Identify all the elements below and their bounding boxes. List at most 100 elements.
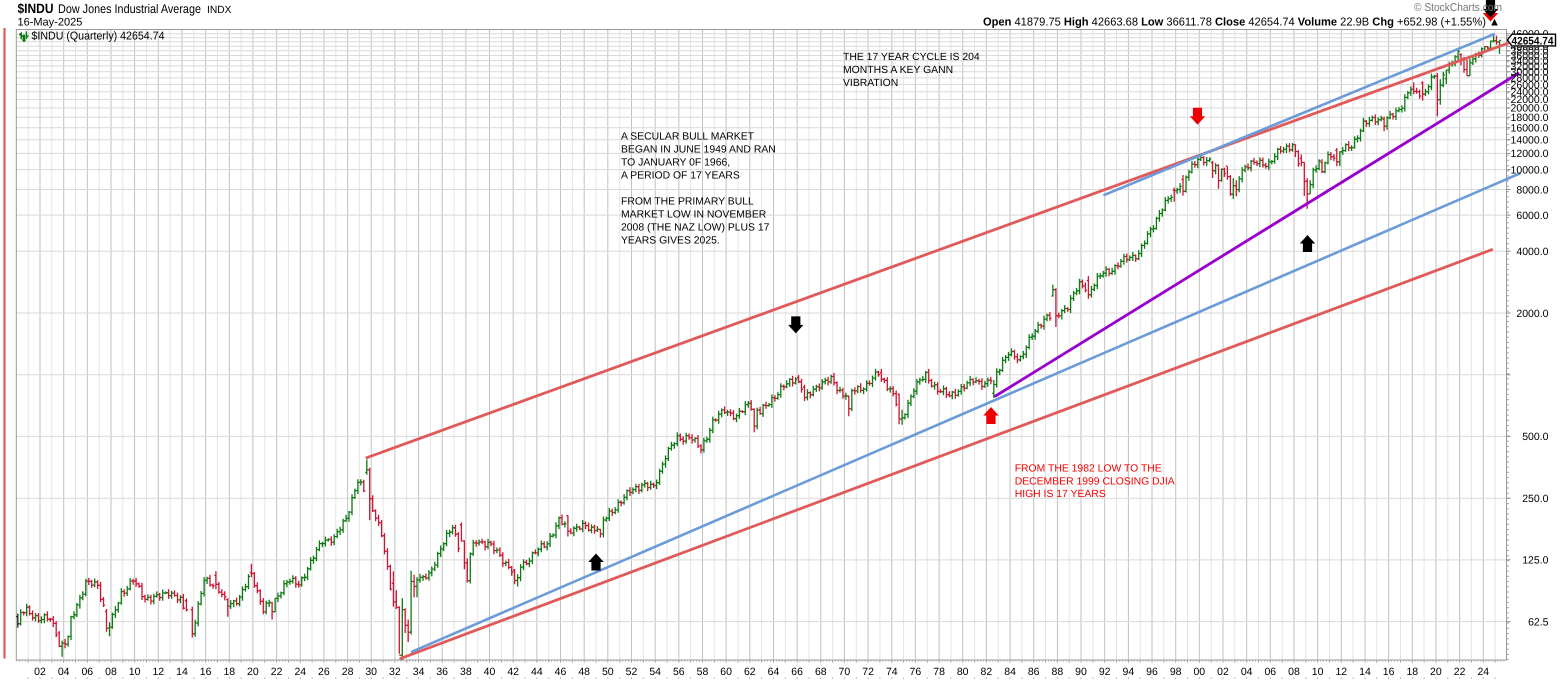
svg-text:$INDU: $INDU (18, 1, 54, 16)
svg-text:14: 14 (176, 666, 188, 678)
svg-text:16000.0: 16000.0 (1511, 123, 1549, 135)
svg-text:08: 08 (105, 666, 117, 678)
svg-text:44: 44 (531, 666, 543, 678)
svg-text:24000.0: 24000.0 (1511, 87, 1549, 99)
svg-text:32000.0: 32000.0 (1511, 61, 1549, 73)
svg-text:86: 86 (1028, 666, 1040, 678)
svg-text:20: 20 (247, 666, 259, 678)
svg-text:28: 28 (342, 666, 354, 678)
svg-text:125.0: 125.0 (1522, 555, 1548, 567)
svg-text:A PERIOD OF 17 YEARS: A PERIOD OF 17 YEARS (621, 170, 740, 181)
svg-text:24: 24 (1477, 666, 1489, 678)
svg-text:A SECULAR BULL MARKET: A SECULAR BULL MARKET (621, 131, 755, 142)
svg-text:60: 60 (720, 666, 732, 678)
svg-text:36000.0: 36000.0 (1511, 50, 1549, 62)
svg-text:34: 34 (413, 666, 425, 678)
svg-text:54: 54 (649, 666, 661, 678)
svg-text:98: 98 (1170, 666, 1182, 678)
svg-text:VIBRATION: VIBRATION (843, 78, 898, 89)
svg-text:YEARS GIVES 2025.: YEARS GIVES 2025. (621, 236, 720, 247)
svg-text:24: 24 (294, 666, 306, 678)
svg-text:TO JANUARY 0F 1966,: TO JANUARY 0F 1966, (621, 157, 730, 168)
svg-text:84: 84 (1004, 666, 1016, 678)
svg-text:38: 38 (460, 666, 472, 678)
svg-text:MARKET LOW IN NOVEMBER: MARKET LOW IN NOVEMBER (621, 210, 767, 221)
svg-text:500.0: 500.0 (1522, 431, 1548, 443)
svg-text:THE 17 YEAR CYCLE IS 204: THE 17 YEAR CYCLE IS 204 (843, 52, 980, 63)
svg-text:16-May-2025: 16-May-2025 (18, 17, 83, 29)
svg-text:32: 32 (389, 666, 401, 678)
svg-text:BEGAN IN JUNE 1949 AND RAN: BEGAN IN JUNE 1949 AND RAN (621, 144, 776, 155)
svg-text:76: 76 (910, 666, 922, 678)
svg-text:18000.0: 18000.0 (1511, 112, 1549, 124)
svg-text:80: 80 (957, 666, 969, 678)
svg-text:22: 22 (1454, 666, 1466, 678)
svg-text:82: 82 (981, 666, 993, 678)
svg-text:Dow Jones Industrial Average: Dow Jones Industrial Average (58, 2, 201, 16)
svg-text:70: 70 (839, 666, 851, 678)
svg-text:04: 04 (1241, 666, 1253, 678)
svg-text:FROM THE 1982 LOW TO THE: FROM THE 1982 LOW TO THE (1015, 464, 1162, 475)
svg-text:92: 92 (1099, 666, 1111, 678)
svg-text:22: 22 (271, 666, 283, 678)
svg-text:20: 20 (1430, 666, 1442, 678)
svg-text:250.0: 250.0 (1522, 493, 1548, 505)
svg-text:18: 18 (223, 666, 235, 678)
svg-text:10000.0: 10000.0 (1511, 164, 1549, 176)
svg-text:36: 36 (436, 666, 448, 678)
svg-text:02: 02 (34, 666, 46, 678)
svg-text:14000.0: 14000.0 (1511, 135, 1549, 147)
svg-text:2000.0: 2000.0 (1516, 308, 1548, 320)
svg-text:62.5: 62.5 (1528, 616, 1549, 628)
svg-text:72: 72 (862, 666, 874, 678)
svg-text:46: 46 (555, 666, 567, 678)
svg-text:04: 04 (58, 666, 70, 678)
svg-text:10: 10 (1312, 666, 1324, 678)
svg-text:34000.0: 34000.0 (1511, 55, 1549, 67)
svg-text:96: 96 (1146, 666, 1158, 678)
svg-text:02: 02 (1217, 666, 1229, 678)
svg-text:38000.0: 38000.0 (1511, 46, 1549, 58)
svg-text:06: 06 (81, 666, 93, 678)
svg-text:$INDU (Quarterly) 42654.74: $INDU (Quarterly) 42654.74 (32, 31, 166, 43)
svg-text:08: 08 (1288, 666, 1300, 678)
svg-text:HIGH IS 17 YEARS: HIGH IS 17 YEARS (1015, 489, 1106, 500)
svg-text:26000.0: 26000.0 (1511, 79, 1549, 91)
svg-text:62: 62 (744, 666, 756, 678)
svg-text:4000.0: 4000.0 (1516, 246, 1548, 258)
svg-text:94: 94 (1123, 666, 1135, 678)
svg-text:30000.0: 30000.0 (1511, 67, 1549, 79)
svg-text:14: 14 (1359, 666, 1371, 678)
svg-text:64: 64 (768, 666, 780, 678)
svg-text:58: 58 (697, 666, 709, 678)
svg-text:16: 16 (1383, 666, 1395, 678)
svg-text:10: 10 (129, 666, 141, 678)
svg-text:22000.0: 22000.0 (1511, 94, 1549, 106)
svg-text:50: 50 (602, 666, 614, 678)
svg-text:88: 88 (1052, 666, 1064, 678)
svg-text:40: 40 (484, 666, 496, 678)
svg-text:90: 90 (1075, 666, 1087, 678)
svg-text:INDX: INDX (207, 4, 232, 16)
svg-text:28000.0: 28000.0 (1511, 73, 1549, 85)
svg-text:DECEMBER 1999 CLOSING DJIA: DECEMBER 1999 CLOSING DJIA (1015, 476, 1175, 487)
svg-text:66: 66 (791, 666, 803, 678)
svg-text:42654.74: 42654.74 (1512, 35, 1555, 47)
svg-text:2008 (THE NAZ LOW) PLUS 17: 2008 (THE NAZ LOW) PLUS 17 (621, 223, 770, 234)
svg-text:42: 42 (507, 666, 519, 678)
svg-text:16: 16 (200, 666, 212, 678)
svg-text:00: 00 (1193, 666, 1205, 678)
svg-text:MONTHS A KEY GANN: MONTHS A KEY GANN (843, 65, 953, 76)
svg-text:56: 56 (673, 666, 685, 678)
svg-text:30: 30 (365, 666, 377, 678)
svg-text:48: 48 (578, 666, 590, 678)
svg-text:52: 52 (626, 666, 638, 678)
svg-text:12: 12 (1335, 666, 1347, 678)
svg-text:Open 41879.75 High 42663.68 Lo: Open 41879.75 High 42663.68 Low 36611.78… (983, 17, 1500, 29)
svg-text:68: 68 (815, 666, 827, 678)
svg-text:8000.0: 8000.0 (1516, 184, 1548, 196)
svg-text:18: 18 (1406, 666, 1418, 678)
svg-text:© StockCharts.com: © StockCharts.com (1414, 2, 1502, 14)
svg-text:20000.0: 20000.0 (1511, 103, 1549, 115)
svg-text:6000.0: 6000.0 (1516, 210, 1548, 222)
